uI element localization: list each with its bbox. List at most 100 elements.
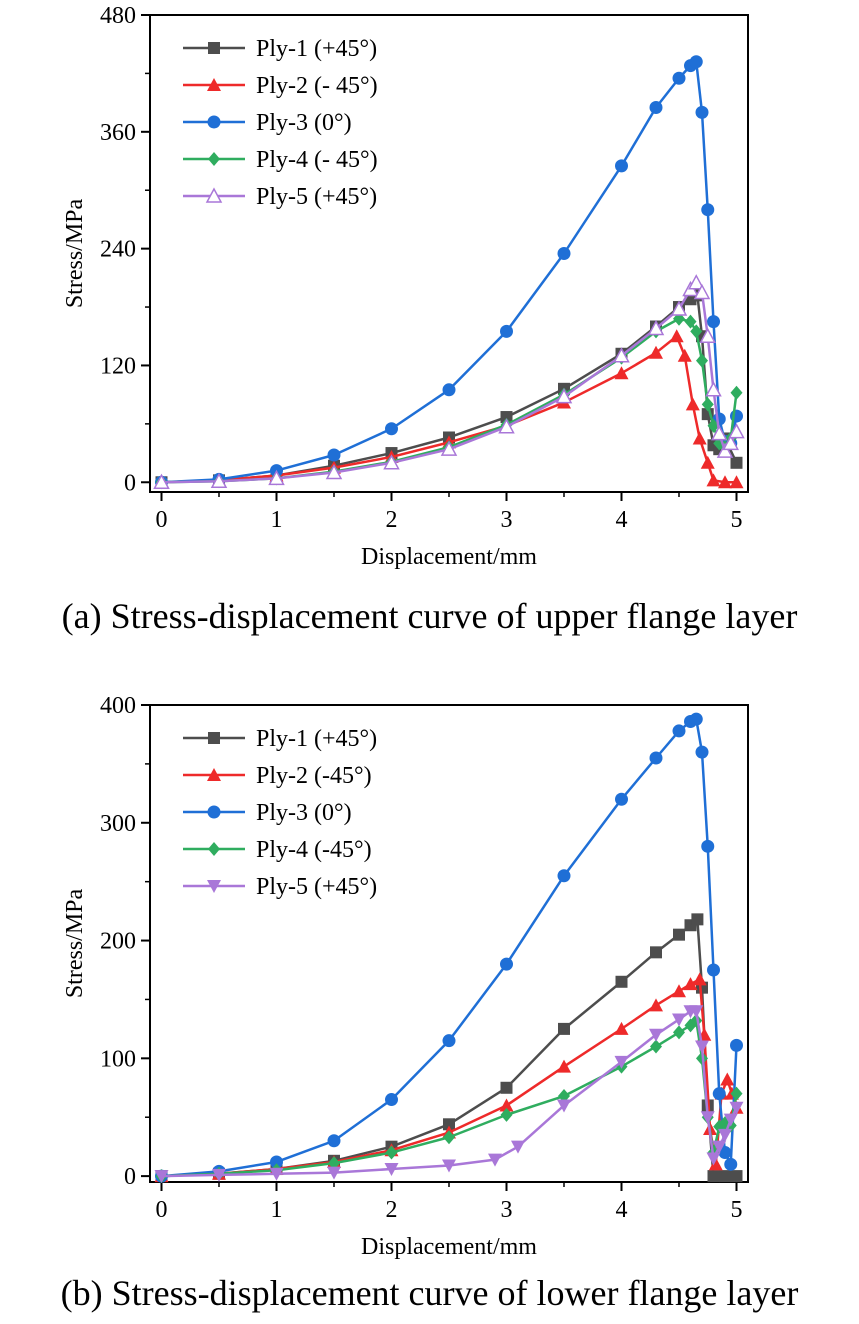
data-point: [729, 475, 744, 489]
data-point: [712, 1140, 727, 1154]
legend-label: Ply-5 (+45°): [256, 184, 377, 210]
chart-a: 0 1 2 3 4 5 0 120 240 360 480 Displacement/mm Stress…: [62, 3, 749, 570]
plot-frame: [149, 14, 749, 493]
data-point: [327, 448, 341, 462]
data-point: [730, 1086, 743, 1101]
data-point: [716, 442, 734, 458]
data-point: [500, 324, 513, 338]
legend-marker: [207, 78, 221, 91]
data-point: [385, 1093, 398, 1107]
data-point: [443, 1118, 455, 1131]
legend: Ply-1 (+45°) Ply-2 (- 45°) Ply-3 (0°) Ply-4…: [183, 36, 378, 210]
data-point: [615, 159, 628, 173]
data-point: [383, 454, 400, 470]
data-point: [268, 469, 285, 486]
y-tick-label: 400: [100, 693, 136, 719]
data-point: [670, 300, 688, 316]
x-tick-label: 4: [616, 1197, 628, 1223]
data-point: [696, 353, 708, 368]
data-point: [684, 314, 697, 329]
data-point: [500, 1081, 513, 1094]
data-point: [325, 463, 343, 480]
data-point: [443, 1130, 455, 1145]
data-point: [614, 1055, 629, 1069]
x-tick-label: 1: [271, 1197, 283, 1223]
data-point: [718, 1146, 732, 1160]
legend-marker: [207, 805, 221, 819]
legend-label: Ply-2 (- 45°): [256, 73, 378, 99]
data-point: [700, 1111, 715, 1125]
b-series-5: [154, 1005, 744, 1184]
data-point: [500, 1107, 513, 1122]
x-tick-label: 0: [156, 507, 168, 533]
data-point: [701, 839, 715, 853]
data-point: [720, 1072, 735, 1086]
data-point: [685, 397, 700, 411]
legend-marker: [207, 115, 221, 129]
data-point: [695, 745, 709, 759]
legend-marker: [208, 42, 220, 54]
x-tick-label: 2: [386, 1197, 398, 1223]
series-line: [161, 978, 738, 1178]
y-axis-title: Stress/MPa: [62, 198, 88, 308]
x-tick-label: 1: [271, 507, 283, 533]
data-point: [692, 972, 707, 986]
data-point: [649, 998, 663, 1012]
legend-label: Ply-1 (+45°): [256, 726, 377, 752]
legend-label: Ply-3 (0°): [256, 110, 352, 136]
data-point: [730, 385, 743, 400]
data-point: [705, 381, 722, 397]
legend-label: Ply-2 (-45°): [256, 763, 372, 789]
x-axis-title: Displacement/mm: [361, 544, 537, 570]
data-point: [327, 1134, 341, 1148]
data-point: [327, 1166, 341, 1180]
data-point: [730, 1170, 743, 1183]
data-point: [693, 283, 711, 300]
legend: Ply-1 (+45°) Ply-2 (-45°) Ply-3 (0°) Ply-4 …: [183, 726, 377, 900]
data-point: [706, 473, 721, 487]
data-point: [722, 434, 740, 451]
data-point: [729, 1101, 744, 1115]
legend-marker: [208, 732, 220, 744]
data-point: [677, 348, 692, 362]
data-point: [615, 975, 628, 988]
data-point: [270, 1155, 283, 1169]
data-point: [555, 388, 573, 404]
series-line: [161, 317, 738, 484]
data-point: [499, 1098, 514, 1112]
data-point: [650, 1039, 662, 1054]
y-tick-label: 480: [100, 3, 136, 29]
y-tick-label: 100: [100, 1046, 136, 1072]
y-tick-label: 0: [124, 1164, 136, 1190]
b-series-2: [154, 972, 744, 1183]
data-point: [689, 712, 703, 726]
data-point: [154, 1170, 169, 1184]
y-axis-title: Stress/MPa: [62, 888, 88, 998]
data-point: [673, 1025, 685, 1040]
data-point: [649, 100, 663, 114]
data-point: [488, 1153, 502, 1167]
data-point: [683, 977, 698, 991]
data-point: [701, 203, 715, 217]
data-point: [710, 425, 728, 441]
series-line: [161, 60, 738, 484]
data-point: [673, 928, 685, 941]
caption-a: (a) Stress-displacement curve of upper f…: [61, 596, 798, 636]
legend-marker: [208, 152, 220, 166]
data-point: [707, 963, 720, 977]
legend-marker: [207, 768, 221, 781]
legend-label: Ply-3 (0°): [256, 800, 352, 826]
legend-marker: [208, 842, 220, 856]
legend-label: Ply-1 (+45°): [256, 36, 377, 62]
plot-frame: [149, 704, 749, 1183]
data-point: [707, 1170, 720, 1183]
data-point: [498, 418, 515, 434]
data-point: [689, 1005, 704, 1019]
b-series-3: [155, 712, 743, 1183]
data-point: [440, 440, 458, 456]
data-point: [649, 751, 663, 765]
data-point: [724, 1157, 738, 1171]
a-series-5: [153, 274, 745, 490]
a-series-3: [155, 55, 743, 489]
data-point: [384, 1163, 399, 1177]
